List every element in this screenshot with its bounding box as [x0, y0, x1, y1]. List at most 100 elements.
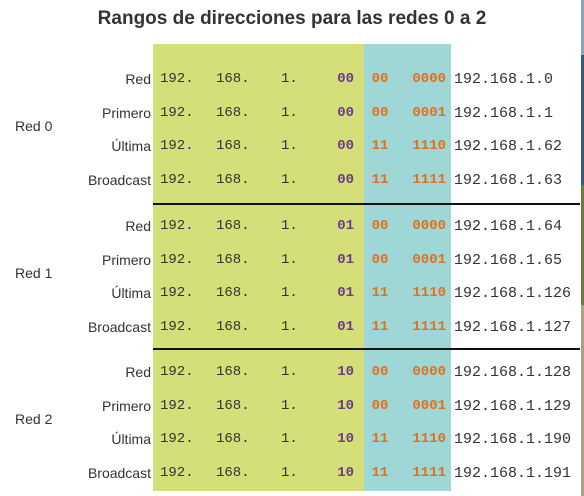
- address-result: 192.168.1.126: [454, 285, 572, 302]
- octet-2: 168.: [216, 71, 250, 87]
- octet-1: 192.: [160, 464, 194, 481]
- subnet-bits: 10: [337, 431, 354, 447]
- octet-3: 1.: [281, 431, 298, 447]
- row-label: Broadcast: [87, 171, 151, 188]
- octet-1: 192.: [160, 364, 194, 380]
- octet-3: 1.: [281, 104, 298, 121]
- host-bits-high: 11: [371, 171, 389, 188]
- host-bits-low: 0000: [412, 364, 446, 380]
- host-bits-high: 11: [371, 285, 389, 301]
- octet-1: 192.: [160, 285, 194, 301]
- host-bits-low: 0001: [412, 104, 446, 121]
- subnet-bits: 00: [337, 138, 354, 154]
- host-bits-low: 0001: [412, 397, 446, 414]
- octet-3: 1.: [281, 218, 298, 234]
- octet-2: 168.: [216, 138, 250, 154]
- host-bits-high: 00: [371, 218, 389, 234]
- host-bits-high: 11: [371, 431, 389, 447]
- right-edge-strip: [581, 305, 584, 496]
- octet-1: 192.: [160, 104, 194, 121]
- octet-2: 168.: [216, 464, 250, 481]
- host-bits-high: 11: [371, 464, 389, 481]
- octet-2: 168.: [216, 285, 250, 301]
- host-bits-low: 0000: [412, 218, 446, 234]
- row-label: Última: [111, 285, 151, 301]
- group-separator: [153, 203, 580, 205]
- octet-2: 168.: [216, 171, 250, 188]
- address-result: 192.168.1.63: [454, 171, 563, 189]
- group-label: Red 1: [15, 265, 53, 281]
- octet-3: 1.: [281, 318, 298, 335]
- subnet-bits: 01: [337, 285, 354, 301]
- row-label: Primero: [101, 104, 151, 121]
- host-bits-high: 11: [371, 318, 389, 335]
- octet-2: 168.: [216, 104, 250, 121]
- octet-1: 192.: [160, 218, 194, 234]
- address-result: 192.168.1.128: [454, 364, 572, 381]
- octet-3: 1.: [281, 397, 298, 414]
- host-bits-low: 1110: [412, 285, 446, 301]
- address-result: 192.168.1.127: [454, 318, 572, 336]
- right-edge-strip: [581, 0, 584, 55]
- octet-3: 1.: [281, 285, 298, 301]
- octet-2: 168.: [216, 397, 250, 414]
- host-bits-low: 1111: [412, 318, 446, 335]
- host-bits-high: 00: [371, 364, 389, 380]
- row-label: Última: [111, 431, 151, 447]
- octet-3: 1.: [281, 364, 298, 380]
- group-separator: [153, 348, 580, 350]
- row-label: Primero: [101, 251, 151, 268]
- octet-1: 192.: [160, 431, 194, 447]
- host-bits-low: 1110: [412, 431, 446, 447]
- address-result: 192.168.1.65: [454, 251, 563, 269]
- subnet-bits: 10: [337, 364, 354, 380]
- address-result: 192.168.1.191: [454, 464, 572, 482]
- octet-3: 1.: [281, 251, 298, 268]
- host-bits-low: 1111: [412, 464, 446, 481]
- host-bits-high: 00: [371, 251, 389, 268]
- row-label: Broadcast: [87, 318, 151, 335]
- subnet-bits: 10: [337, 397, 354, 414]
- octet-1: 192.: [160, 171, 194, 188]
- octet-3: 1.: [281, 464, 298, 481]
- host-bits-high: 00: [371, 104, 389, 121]
- octet-2: 168.: [216, 218, 250, 234]
- address-result: 192.168.1.0: [454, 71, 554, 88]
- octet-1: 192.: [160, 71, 194, 87]
- octet-3: 1.: [281, 71, 298, 87]
- address-result: 192.168.1.129: [454, 397, 572, 415]
- octet-2: 168.: [216, 431, 250, 447]
- host-bits-high: 11: [371, 138, 389, 154]
- group-label: Red 0: [15, 118, 53, 134]
- group-label: Red 2: [15, 411, 53, 427]
- row-label: Última: [111, 138, 151, 154]
- page-title: Rangos de direcciones para las redes 0 a…: [97, 8, 487, 29]
- address-result: 192.168.1.64: [454, 218, 563, 235]
- right-edge-strip: [581, 185, 584, 305]
- subnet-bits: 00: [337, 104, 354, 121]
- row-label: Red: [125, 364, 151, 380]
- address-result: 192.168.1.62: [454, 138, 563, 155]
- octet-1: 192.: [160, 251, 194, 268]
- subnet-bits: 01: [337, 318, 354, 335]
- host-bits-low: 1110: [412, 138, 446, 154]
- subnet-bits: 10: [337, 464, 354, 481]
- octet-2: 168.: [216, 318, 250, 335]
- host-bits-low: 0000: [412, 71, 446, 87]
- row-label: Broadcast: [87, 464, 151, 481]
- address-result: 192.168.1.1: [454, 104, 554, 122]
- subnet-bits: 01: [337, 251, 354, 268]
- address-result: 192.168.1.190: [454, 431, 572, 448]
- host-bits-band: [364, 44, 451, 491]
- octet-3: 1.: [281, 138, 298, 154]
- host-bits-high: 00: [371, 71, 389, 87]
- host-bits-high: 00: [371, 397, 389, 414]
- octet-2: 168.: [216, 364, 250, 380]
- network-octets-band: [153, 44, 364, 491]
- row-label: Red: [125, 218, 151, 234]
- octet-1: 192.: [160, 397, 194, 414]
- octet-1: 192.: [160, 138, 194, 154]
- subnet-bits: 00: [337, 171, 354, 188]
- row-label: Red: [125, 71, 151, 87]
- right-edge-strip: [581, 55, 584, 185]
